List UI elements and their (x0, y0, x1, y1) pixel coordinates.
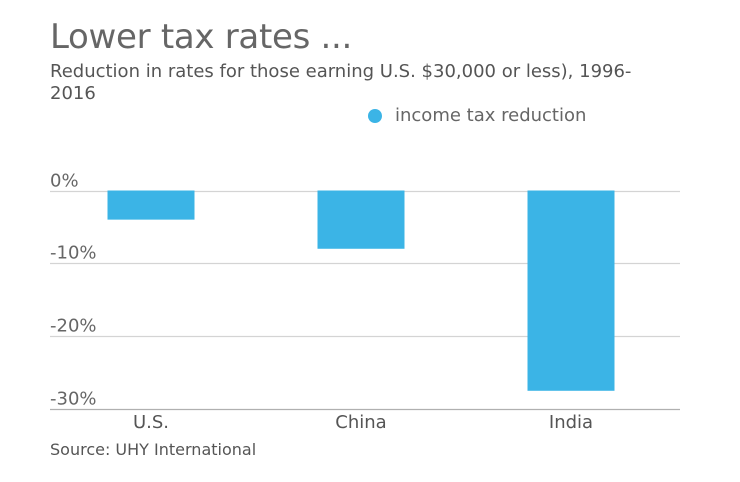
x-tick-label: China (335, 412, 386, 433)
bar (107, 190, 195, 220)
y-tick-label: 0% (50, 171, 79, 192)
legend-label: income tax reduction (395, 105, 587, 126)
y-tick-label: -20% (50, 316, 97, 337)
bar (317, 190, 405, 249)
chart-subtitle: Reduction in rates for those earning U.S… (50, 61, 632, 104)
bar (527, 190, 615, 391)
legend: income tax reduction (368, 105, 586, 126)
chart-title: Lower tax rates ... (50, 17, 353, 57)
legend-marker-icon (368, 108, 382, 123)
x-tick-label: U.S. (133, 412, 169, 433)
y-tick-label: -10% (50, 243, 97, 264)
source-note: Source: UHY International (50, 440, 257, 459)
x-tick-label: India (549, 412, 593, 433)
y-tick-label: -30% (50, 389, 97, 410)
